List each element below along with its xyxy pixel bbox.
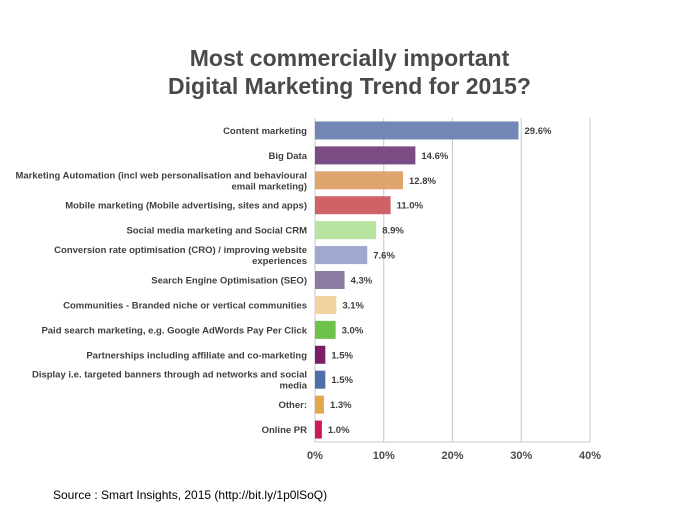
category-label-line: Paid search marketing, e.g. Google AdWor… xyxy=(41,325,307,336)
category-label-line: Mobile marketing (Mobile advertising, si… xyxy=(65,201,307,212)
category-label-7: Communities - Branded niche or vertical … xyxy=(63,300,307,311)
value-label-9: 1.5% xyxy=(331,350,353,361)
value-label-0: 29.6% xyxy=(525,126,552,137)
bar-6 xyxy=(315,271,345,289)
bar-5 xyxy=(315,246,368,265)
category-label-4: Social media marketing and Social CRM xyxy=(126,226,307,237)
bar-11 xyxy=(315,395,324,414)
value-label-6: 4.3% xyxy=(351,276,373,287)
category-label-line: Partnerships including affiliate and co-… xyxy=(86,350,307,361)
bar-12 xyxy=(315,420,322,439)
category-label-line: Online PR xyxy=(262,425,308,436)
category-label-6: Search Engine Optimisation (SEO) xyxy=(151,276,307,287)
bar-1 xyxy=(315,146,416,165)
category-label-line: Other: xyxy=(279,400,308,411)
x-tick-label-1: 10% xyxy=(373,450,395,462)
category-label-5: Conversion rate optimisation (CRO) / imp… xyxy=(54,245,307,267)
value-label-3: 11.0% xyxy=(397,201,424,212)
category-label-line: Search Engine Optimisation (SEO) xyxy=(151,276,307,287)
category-label-line: media xyxy=(280,381,308,392)
x-tick-label-2: 20% xyxy=(441,450,463,462)
category-label-line: Display i.e. targeted banners through ad… xyxy=(32,370,307,381)
bar-9 xyxy=(315,345,326,364)
category-label-0: Content marketing xyxy=(223,126,307,137)
category-label-line: email marketing) xyxy=(232,181,308,192)
value-label-1: 14.6% xyxy=(421,151,448,162)
chart-title: Most commercially important Digital Mark… xyxy=(0,44,699,100)
category-label-line: experiences xyxy=(252,256,307,267)
category-label-11: Other: xyxy=(279,400,308,411)
x-tick-label-3: 30% xyxy=(510,450,532,462)
bar-7 xyxy=(315,295,337,314)
x-tick-label-4: 40% xyxy=(579,450,601,462)
x-tick-label-0: 0% xyxy=(307,450,323,462)
category-label-3: Mobile marketing (Mobile advertising, si… xyxy=(65,201,307,212)
category-label-line: Content marketing xyxy=(223,126,307,137)
category-label-line: Conversion rate optimisation (CRO) / imp… xyxy=(54,245,307,256)
bar-0 xyxy=(315,121,519,140)
chart-title-line-1: Most commercially important xyxy=(189,45,510,71)
value-label-11: 1.3% xyxy=(330,400,352,411)
value-label-8: 3.0% xyxy=(342,325,364,336)
category-label-line: Social media marketing and Social CRM xyxy=(126,226,307,237)
category-label-line: Marketing Automation (incl web personali… xyxy=(15,170,307,181)
category-label-2: Marketing Automation (incl web personali… xyxy=(15,170,307,192)
bar-8 xyxy=(315,320,336,339)
value-label-7: 3.1% xyxy=(342,300,364,311)
bar-4 xyxy=(315,221,377,240)
value-label-4: 8.9% xyxy=(382,226,404,237)
category-label-8: Paid search marketing, e.g. Google AdWor… xyxy=(41,325,307,336)
value-label-10: 1.5% xyxy=(331,375,353,386)
value-label-5: 7.6% xyxy=(373,251,395,262)
category-label-9: Partnerships including affiliate and co-… xyxy=(86,350,307,361)
bar-10 xyxy=(315,370,326,389)
category-label-12: Online PR xyxy=(262,425,308,436)
bar-2 xyxy=(315,171,403,190)
category-label-10: Display i.e. targeted banners through ad… xyxy=(32,370,308,392)
bar-3 xyxy=(315,196,391,215)
chart-title-line-2: Digital Marketing Trend for 2015? xyxy=(168,73,531,99)
category-label-line: Communities - Branded niche or vertical … xyxy=(63,300,307,311)
source-note: Source : Smart Insights, 2015 (http://bi… xyxy=(53,488,328,502)
category-label-line: Big Data xyxy=(268,151,307,162)
category-label-1: Big Data xyxy=(268,151,307,162)
value-label-2: 12.8% xyxy=(409,176,436,187)
value-label-12: 1.0% xyxy=(328,425,350,436)
